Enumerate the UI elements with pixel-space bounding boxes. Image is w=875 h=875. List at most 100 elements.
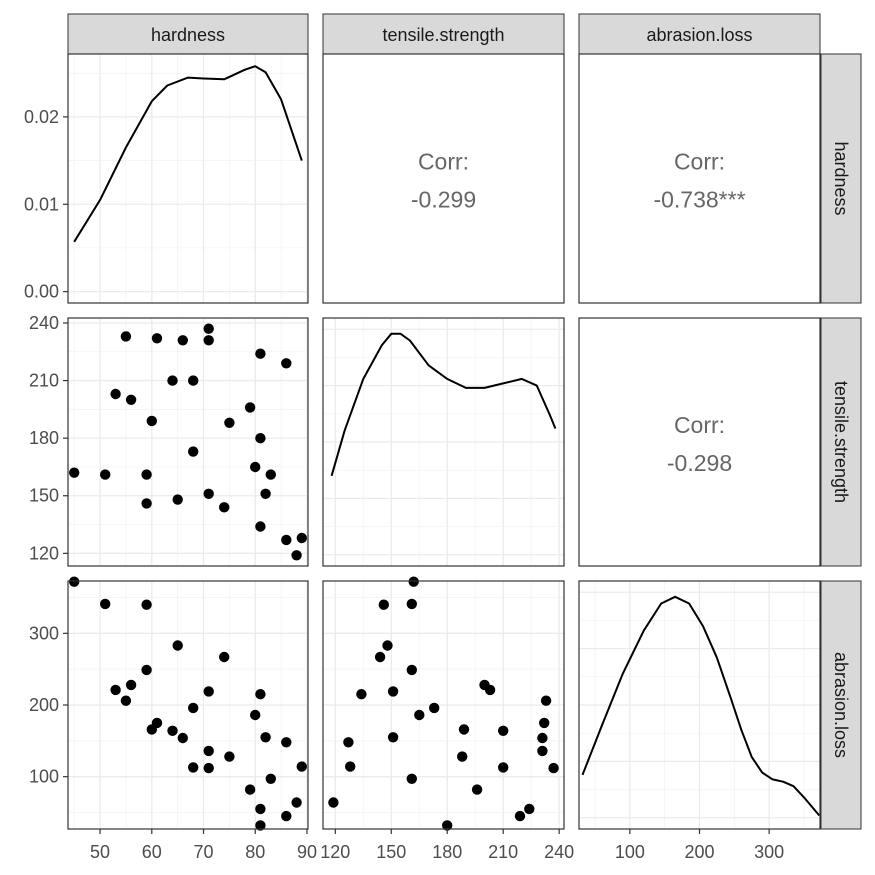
scatter-point: [125, 394, 137, 405]
correlation-label: Corr:: [674, 149, 725, 175]
scatter-point: [203, 323, 214, 334]
scatter-point: [406, 598, 417, 610]
panel-background: [68, 54, 308, 303]
scatter-point: [141, 599, 152, 610]
x-axis-hardness: 50 60 70 80 90: [90, 829, 317, 862]
scatter-point: [291, 797, 302, 808]
gridlines: [579, 581, 820, 829]
scatter-point: [328, 797, 339, 808]
scatter-point: [250, 461, 261, 473]
row-strip-hardness: hardness: [820, 53, 862, 304]
y-axis-hardness-density: 0.00 0.01 0.02: [24, 107, 68, 302]
panel-border: [578, 53, 821, 304]
panel-border: [67, 53, 309, 304]
x-tick-label: 70: [194, 842, 214, 862]
scatter-point: [414, 709, 425, 721]
scatter-point: [255, 433, 266, 444]
y-tick-label: 200: [29, 695, 59, 715]
row-strip-label: tensile.strength: [831, 381, 851, 503]
x-tick-label: 150: [376, 842, 406, 862]
scatter-point: [100, 469, 111, 480]
column-strip-label: hardness: [151, 25, 225, 45]
scatter-point: [100, 598, 111, 610]
scatter-point: [151, 333, 163, 344]
row-strip-label: hardness: [831, 141, 851, 215]
scatter-point: [167, 375, 178, 386]
scatter-point: [260, 732, 271, 743]
x-tick-label: 80: [245, 842, 265, 862]
x-tick-label: 100: [615, 842, 645, 862]
x-tick-label: 50: [90, 842, 110, 862]
scatter-point: [265, 773, 276, 784]
scatter-point: [203, 745, 214, 757]
y-tick-label: 120: [29, 543, 59, 563]
row-strip-tensile-strength: tensile.strength: [820, 317, 862, 567]
y-axis-tensile-strength: 120 150 180 210 240: [29, 313, 68, 563]
scatter-point: [260, 488, 271, 499]
panel-border: [578, 317, 821, 567]
panel-background: [68, 318, 308, 566]
correlation-label: Corr:: [674, 412, 725, 438]
scatter-point: [406, 664, 417, 676]
x-tick-label: 90: [297, 842, 317, 862]
scatter-point: [514, 810, 526, 822]
panel-background: [579, 318, 820, 566]
scatter-point: [244, 784, 256, 795]
scatter-point: [146, 724, 157, 735]
density-line-tensile-strength: [330, 332, 557, 477]
panel-background: [323, 54, 564, 303]
panel-background: [579, 54, 820, 303]
scatter-point: [141, 498, 152, 509]
panel-tensile-strength-vs-tensile-strength: [322, 317, 565, 567]
correlation-label: Corr:: [418, 149, 469, 175]
scatter-point: [203, 335, 214, 346]
scatter-point: [387, 732, 399, 743]
scatter-point: [387, 686, 399, 697]
y-tick-label: 0.00: [24, 282, 59, 302]
scatter-point: [188, 762, 199, 773]
y-tick-label: 150: [29, 486, 59, 506]
y-tick-label: 0.02: [24, 107, 59, 127]
scatter-point: [167, 725, 178, 736]
x-tick-label: 240: [544, 842, 574, 862]
scatter-point: [203, 762, 214, 774]
row-strip-abrasion-loss: abrasion.loss: [820, 580, 862, 830]
panels: Corr: -0.299 Corr: -0.738*** Corr: -0.298: [67, 53, 821, 831]
scatter-point: [498, 725, 509, 736]
scatter-point: [203, 686, 214, 697]
scatter-point: [378, 599, 389, 610]
scatter-point: [442, 820, 453, 831]
scatter-point: [219, 502, 230, 513]
x-tick-label: 200: [684, 842, 714, 862]
scatter-point: [255, 689, 266, 700]
gridlines: [68, 318, 308, 566]
scatter-point: [255, 820, 266, 831]
scatter-point: [498, 762, 509, 773]
gridlines: [323, 318, 564, 566]
scatter-point: [250, 709, 261, 721]
panel-hardness-vs-hardness: [67, 53, 309, 304]
scatter-point: [343, 737, 354, 748]
scatter-point: [172, 494, 183, 505]
scatter-point: [255, 803, 266, 815]
y-tick-label: 0.01: [24, 194, 59, 214]
density-line-hardness: [73, 65, 303, 243]
scatter-point: [524, 803, 535, 815]
scatter-point: [408, 576, 419, 587]
column-strip-tensile-strength: tensile.strength: [322, 13, 565, 55]
scatter-point: [345, 761, 356, 772]
scatter-point: [141, 469, 152, 480]
scatter-point: [219, 651, 230, 663]
scatter-point: [265, 469, 276, 480]
scatter-point: [537, 745, 548, 757]
scatter-point: [203, 488, 214, 499]
scatter-point: [457, 751, 468, 762]
panel-hardness-vs-tensile-strength: Corr: -0.299: [322, 53, 565, 304]
panel-border: [322, 53, 565, 304]
scatter-point: [479, 679, 490, 691]
scatter-point: [539, 717, 550, 729]
scatter-point: [188, 702, 199, 714]
scatter-point: [291, 550, 302, 561]
scatter-point: [110, 684, 121, 696]
